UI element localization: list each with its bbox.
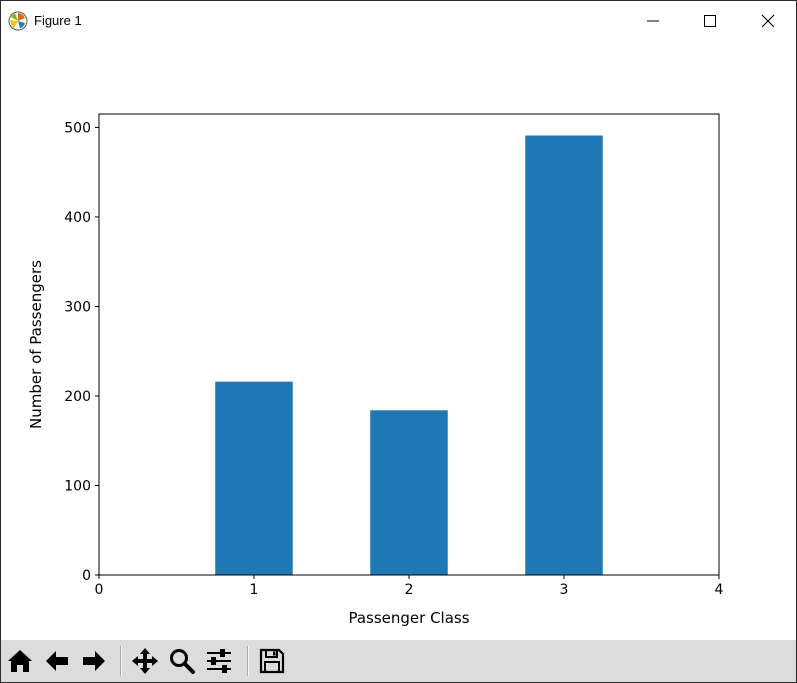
close-icon bbox=[761, 14, 775, 28]
home-icon bbox=[8, 650, 32, 672]
sliders-icon bbox=[207, 649, 231, 673]
x-tick-label: 4 bbox=[715, 582, 724, 598]
minimize-button[interactable] bbox=[624, 1, 682, 41]
save-button[interactable] bbox=[255, 644, 289, 678]
arrow-left-icon bbox=[46, 651, 68, 671]
y-tick-label: 200 bbox=[64, 389, 91, 405]
x-tick-label: 0 bbox=[95, 582, 104, 598]
x-tick-label: 3 bbox=[560, 582, 569, 598]
move-icon bbox=[132, 648, 158, 674]
pan-button[interactable] bbox=[128, 644, 162, 678]
bar-class-2 bbox=[370, 410, 448, 575]
navigation-toolbar bbox=[1, 640, 796, 682]
forward-button[interactable] bbox=[77, 644, 111, 678]
bar-class-1 bbox=[215, 381, 293, 575]
floppy-disk-icon bbox=[259, 648, 285, 674]
figure-canvas[interactable]: 0 1 2 3 4 0 100 200 300 400 500 Passenger Class Numb… bbox=[1, 41, 796, 639]
home-button[interactable] bbox=[3, 644, 37, 678]
y-tick-label: 300 bbox=[64, 299, 91, 315]
matplotlib-icon bbox=[8, 11, 28, 31]
back-button[interactable] bbox=[40, 644, 74, 678]
toolbar-separator bbox=[120, 646, 122, 676]
bar-class-3 bbox=[525, 135, 603, 575]
maximize-icon bbox=[704, 15, 716, 27]
y-tick-label: 100 bbox=[64, 478, 91, 494]
bar-chart: 0 1 2 3 4 0 100 200 300 400 500 Passenger Class Numb… bbox=[27, 113, 724, 627]
magnifier-icon bbox=[170, 649, 195, 674]
close-button[interactable] bbox=[739, 1, 796, 41]
toolbar-separator bbox=[247, 646, 249, 676]
x-tick-label: 1 bbox=[250, 582, 259, 598]
y-tick-label: 500 bbox=[64, 120, 91, 136]
title-bar[interactable]: Figure 1 bbox=[1, 1, 796, 41]
y-axis-label: Number of Passengers bbox=[27, 260, 45, 429]
x-tick-label: 2 bbox=[405, 582, 414, 598]
maximize-button[interactable] bbox=[681, 1, 739, 41]
y-tick-label: 0 bbox=[82, 568, 91, 584]
x-axis-label: Passenger Class bbox=[348, 609, 469, 627]
window-title: Figure 1 bbox=[34, 13, 82, 28]
arrow-right-icon bbox=[83, 651, 105, 671]
y-tick-label: 400 bbox=[64, 210, 91, 226]
zoom-button[interactable] bbox=[165, 644, 199, 678]
configure-subplots-button[interactable] bbox=[202, 644, 236, 678]
minimize-icon bbox=[647, 20, 659, 22]
